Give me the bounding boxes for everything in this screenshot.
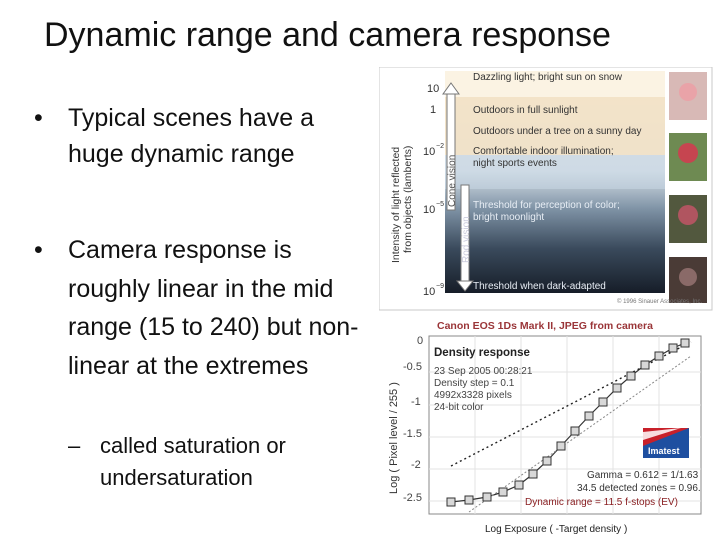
zone-markers [446,338,690,507]
arrow-down-icon [455,280,475,292]
light-intensity-figure: Intensity of light reflected from object… [379,67,713,311]
sub-bullet-text: called saturation or undersaturation [100,433,286,490]
level-label: night sports events [473,158,557,169]
dynamic-range-text: Dynamic range = 11.5 f-stops (EV) [525,497,678,508]
response-curve [446,338,692,513]
sub-bullet-saturation: – called saturation or undersaturation [68,430,360,494]
copyright-text: © 1996 Sinauer Associates, Inc. [617,298,702,305]
y-tick-label: -1.5 [403,428,422,440]
cone-arrow-shaft [446,93,456,211]
tick-label: 10 [423,204,435,216]
bullet-icon: • [34,236,43,264]
level-label: Outdoors in full sunlight [473,105,578,116]
logo-stripe [643,428,681,440]
tick-label: 1 [430,104,436,116]
y-tick-labels: 0 -0.5 -1 -1.5 -2 -2.5 [403,335,423,504]
tick-exponent: −5 [436,201,444,208]
bullet-item-camera-response: • Camera response is roughly linear in t… [34,231,368,385]
capture-info: 23 Sep 2005 00:28:21 Density step = 0.1 … [434,366,533,413]
y-tick-label: -0.5 [403,361,422,373]
rod-vision-label: Rod vision [461,216,472,263]
flower-image [678,205,698,225]
tick-labels: 10 1 10 −2 10 −5 10 −9 [423,83,444,298]
x-axis-label: Log Exposure ( -Target density ) [485,524,627,535]
y-tick-label: -2 [411,459,421,471]
y-axis-label-line2: from objects (lamberts) [402,146,414,253]
level-label: Comfortable indoor illumination; [473,146,614,157]
info-line: 4992x3328 pixels [434,390,512,401]
flower-image [679,83,697,101]
y-axis-label: Log ( Pixel level / 255 ) [388,382,400,494]
y-tick-label: -1 [411,396,421,408]
fit-line [468,355,692,513]
imatest-logo: Imatest [643,428,689,458]
y-axis-label-line1: Intensity of light reflected [390,147,402,263]
info-line: Density step = 0.1 [434,378,515,389]
band-sun [445,97,665,155]
tick-label: 10 [423,286,435,298]
level-label: Threshold when dark-adapted [473,281,606,292]
y-tick-label: -2.5 [403,492,422,504]
band-indoor [445,155,665,189]
info-line: 24-bit color [434,402,484,413]
light-level-labels: Dazzling light; bright sun on snow Outdo… [473,72,641,292]
linear-reference-line [450,341,692,467]
bullet-item-dynamic-range: • Typical scenes have a huge dynamic ran… [34,100,368,172]
figure-header: Canon EOS 1Ds Mark II, JPEG from camera [437,320,653,332]
density-response-figure: Canon EOS 1Ds Mark II, JPEG from camera … [388,320,702,535]
bullet-icon: • [34,104,43,132]
bullet-text-camera-response: Camera response is roughly linear in the… [68,236,359,380]
tick-exponent: −9 [436,283,444,290]
band-top [445,71,665,97]
bullet-text-dynamic-range: Typical scenes have a huge dynamic range [68,104,314,168]
panel-title: Density response [434,347,530,359]
tick-exponent: −2 [436,143,444,150]
vision-arrows: Cone vision Rod vision [442,82,475,292]
gamma-text: Gamma = 0.612 = 1/1.63 [587,470,699,481]
flower-image [679,268,697,286]
level-label: Threshold for perception of color; [473,200,620,211]
flower-image [678,143,698,163]
flower-thumbnails [669,72,707,303]
logo-text: Imatest [648,446,680,456]
zones-text: 34.5 detected zones = 0.96. [577,483,701,494]
level-label: Dazzling light; bright sun on snow [473,72,623,83]
tick-label: 10 [427,83,439,95]
cone-vision-label: Cone vision [447,155,458,207]
plot-area [428,335,702,515]
tick-label: 10 [423,146,435,158]
level-label: Outdoors under a tree on a sunny day [473,126,641,137]
dash-icon: – [68,433,81,458]
level-label: bright moonlight [473,212,544,223]
y-tick-label: 0 [417,335,423,347]
info-line: 23 Sep 2005 00:28:21 [434,366,533,377]
slide-title: Dynamic range and camera response [44,16,611,54]
